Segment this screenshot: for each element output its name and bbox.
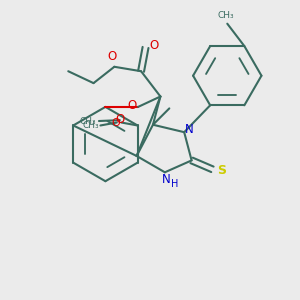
Text: S: S [217, 164, 226, 177]
Text: O: O [149, 40, 158, 52]
Text: N: N [162, 173, 171, 186]
Text: CH₃: CH₃ [218, 11, 234, 20]
Text: O: O [115, 113, 124, 126]
Text: O: O [107, 50, 117, 63]
Text: H: H [171, 178, 178, 189]
Text: N: N [185, 123, 194, 136]
Text: CH₃: CH₃ [82, 121, 99, 130]
Text: O: O [111, 118, 120, 128]
Text: O: O [127, 99, 136, 112]
Text: CH₃: CH₃ [80, 116, 96, 125]
